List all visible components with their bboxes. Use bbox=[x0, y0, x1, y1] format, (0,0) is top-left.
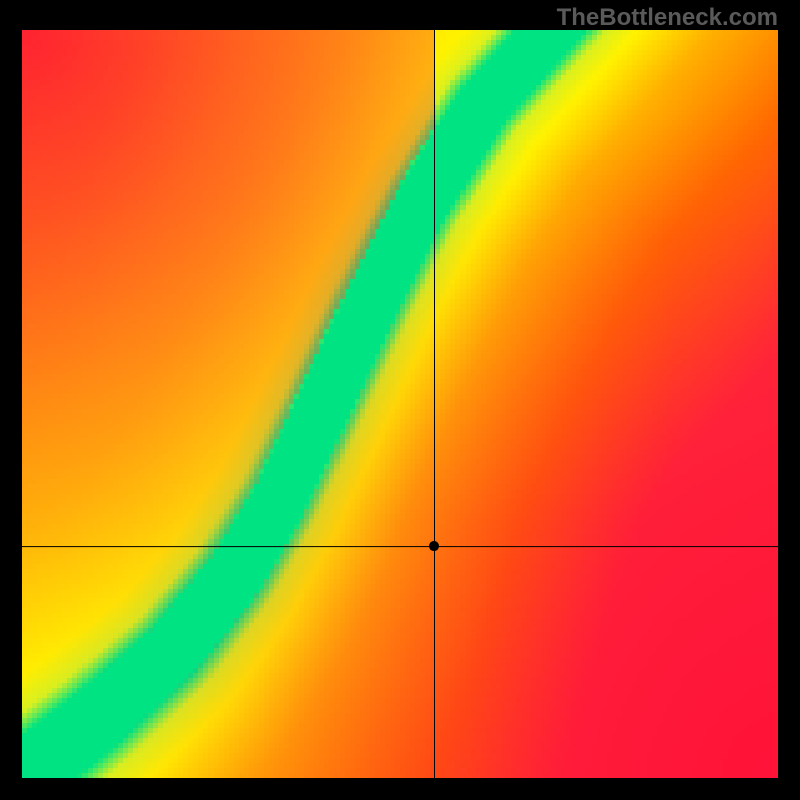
watermark-text: TheBottleneck.com bbox=[557, 4, 778, 32]
heatmap-plot bbox=[22, 30, 778, 778]
heatmap-canvas bbox=[22, 30, 778, 778]
chart-frame: TheBottleneck.com bbox=[0, 0, 800, 800]
